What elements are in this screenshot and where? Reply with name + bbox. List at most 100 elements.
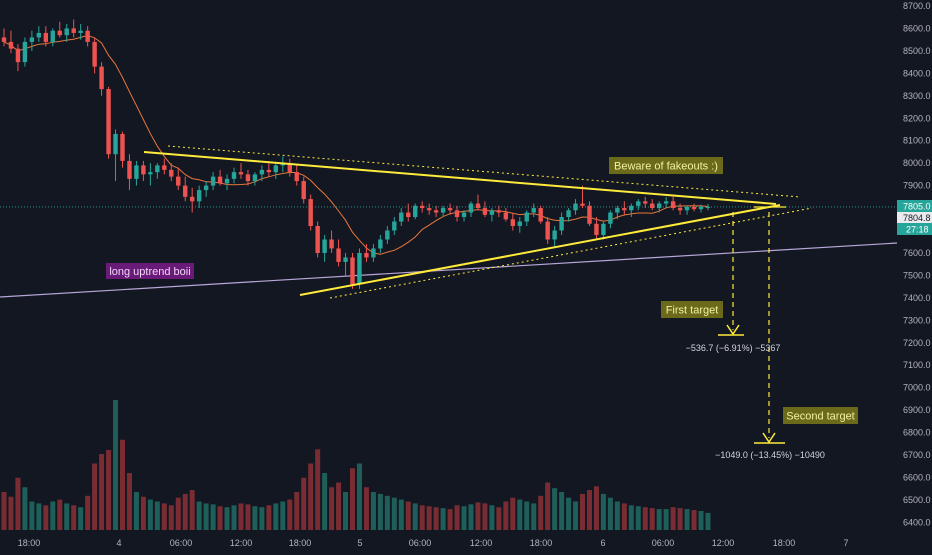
candle-body [162, 165, 167, 170]
candle-body [440, 208, 446, 213]
volume-bar [350, 468, 355, 530]
candle-body [196, 190, 202, 202]
candle-body [670, 201, 676, 209]
candle-body [413, 205, 418, 218]
volume-bar [412, 503, 418, 530]
price-tick-label: 8100.0 [903, 136, 931, 146]
volume-bar [154, 501, 160, 530]
candle-body [141, 165, 146, 175]
uptrend-annotation-bg [106, 263, 194, 279]
candles-layer [1, 19, 711, 289]
volume-bar [545, 482, 551, 530]
candle-body [259, 169, 265, 175]
candle-body [622, 208, 627, 211]
volume-bar [78, 507, 84, 530]
candle-body [43, 32, 49, 42]
volume-bar [447, 509, 453, 530]
candle-body [231, 172, 237, 179]
candle-body [224, 178, 230, 184]
volume-bar [57, 499, 63, 530]
candle-body [489, 210, 495, 215]
volume-bar [377, 493, 383, 530]
volume-bar [440, 508, 446, 530]
candle-body [315, 226, 320, 253]
volume-bar [600, 493, 606, 530]
uptrend-annotation: long uptrend boii [106, 263, 194, 279]
first-target-arrowhead [726, 324, 740, 336]
candle-body [677, 208, 683, 211]
volume-bar [398, 499, 404, 530]
candle-body [371, 248, 376, 258]
candle-body [587, 205, 592, 224]
candle-body [643, 201, 648, 204]
candle-body [468, 203, 474, 213]
volume-bar [607, 497, 613, 530]
candle-body [1, 37, 7, 42]
volume-bar [308, 463, 314, 530]
volume-bar [168, 505, 174, 530]
volume-bar [322, 473, 328, 530]
time-tick-label: 6 [600, 538, 605, 548]
candle-body [615, 208, 620, 213]
volume-bar [684, 509, 690, 530]
volume-bar [503, 501, 509, 530]
volume-bar [15, 477, 21, 530]
price-tick-label: 8300.0 [903, 91, 931, 101]
volume-bar [405, 501, 411, 530]
volume-bar [649, 508, 655, 530]
time-tick-label: 06:00 [170, 538, 193, 548]
candle-body [120, 133, 125, 161]
price-tick-label: 8000.0 [903, 158, 931, 168]
candle-body [169, 169, 174, 177]
volume-bar [217, 506, 223, 530]
volume-bar [370, 492, 376, 530]
candle-body [294, 172, 299, 182]
candle-body [566, 210, 571, 218]
volume-bar [419, 505, 425, 530]
volume-bar [259, 507, 265, 530]
volume-bar [210, 504, 216, 530]
candle-body [8, 41, 14, 49]
volume-bar [614, 501, 620, 530]
price-tick-label: 8600.0 [903, 23, 931, 33]
candle-body [503, 212, 509, 220]
volume-bar [621, 503, 627, 530]
candle-body [252, 174, 258, 182]
candle-body [517, 221, 522, 227]
candle-body [573, 203, 578, 211]
candle-body [426, 208, 432, 211]
volume-bar [245, 504, 251, 530]
volume-bar [287, 499, 293, 530]
price-tick-label: 7100.0 [903, 360, 931, 370]
volume-bar [85, 495, 91, 530]
price-axis-bg [897, 0, 932, 550]
last-price-label: 7805.0 [903, 202, 931, 212]
countdown-badge-bg [897, 223, 932, 235]
time-tick-label: 06:00 [652, 538, 675, 548]
volume-bar [336, 482, 342, 530]
candle-body [705, 206, 711, 208]
candle-body [552, 230, 557, 240]
price-tick-label: 7300.0 [903, 315, 931, 325]
volume-bar [175, 497, 181, 530]
candle-body [684, 206, 690, 211]
triangle-lower-line [299, 204, 781, 296]
price-tick-label: 6400.0 [903, 517, 931, 527]
price-tick-label: 6700.0 [903, 450, 931, 460]
mark-price-badge-bg [897, 212, 932, 223]
volume-bar [133, 492, 139, 530]
second-target-annotation: Second target [783, 407, 858, 424]
candle-body [406, 212, 411, 218]
last-price-badge: 7805.0 [897, 200, 932, 212]
triangle-upper-dotted [167, 145, 801, 198]
volume-bar [294, 492, 300, 530]
candle-body [336, 248, 341, 262]
price-tick-label: 6600.0 [903, 472, 931, 482]
volume-bar [642, 507, 648, 530]
volume-bar [64, 503, 70, 530]
candle-body [210, 176, 216, 186]
candle-body [559, 217, 564, 231]
candle-body [85, 30, 90, 42]
volume-bar [677, 508, 683, 530]
second-target-bg [783, 407, 858, 424]
